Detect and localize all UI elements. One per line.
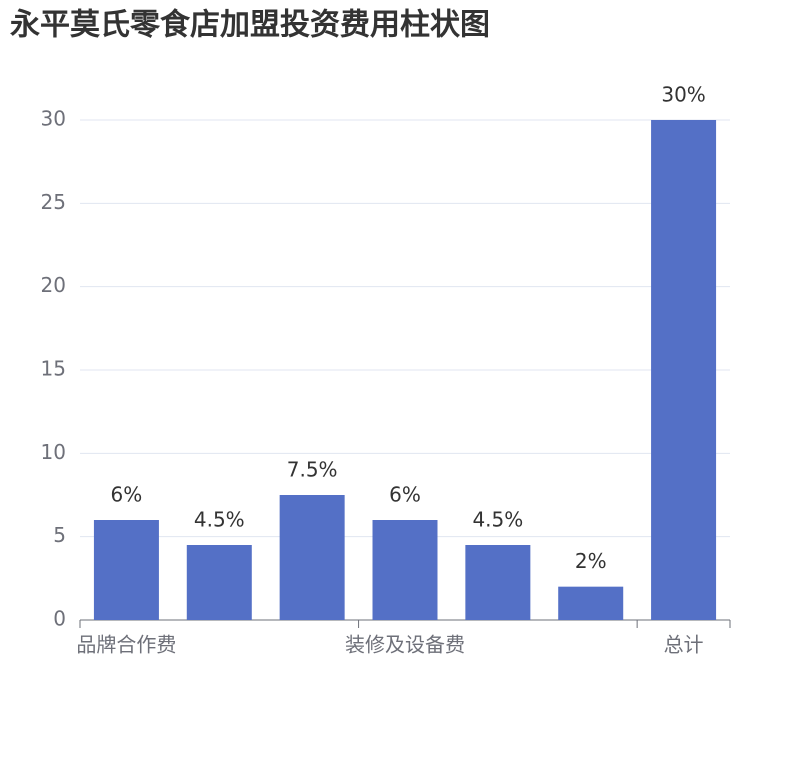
value-label: 30% [661, 83, 705, 107]
bar [558, 586, 624, 620]
value-label: 6% [111, 483, 143, 507]
value-label: 4.5% [194, 508, 245, 532]
value-label: 4.5% [472, 508, 523, 532]
y-tick-label: 5 [53, 523, 66, 547]
x-tick-label: 装修及设备费 [345, 633, 465, 657]
y-tick-label: 0 [53, 607, 66, 631]
y-tick-label: 15 [41, 357, 66, 381]
y-tick-label: 10 [41, 440, 66, 464]
bar [465, 545, 531, 620]
x-tick-label: 总计 [664, 633, 704, 657]
bar [279, 495, 345, 620]
y-tick-label: 25 [41, 190, 66, 214]
bar [651, 120, 717, 620]
bar [372, 520, 438, 620]
value-label: 7.5% [287, 458, 338, 482]
bar [186, 545, 252, 620]
value-label: 6% [389, 483, 421, 507]
y-tick-label: 30 [41, 107, 66, 131]
chart-title: 永平莫氏零食店加盟投资费用柱状图 [10, 8, 490, 43]
x-tick-label: 品牌合作费 [76, 633, 176, 657]
value-label: 2% [575, 549, 607, 573]
bar [93, 520, 159, 620]
y-tick-label: 20 [41, 273, 66, 297]
